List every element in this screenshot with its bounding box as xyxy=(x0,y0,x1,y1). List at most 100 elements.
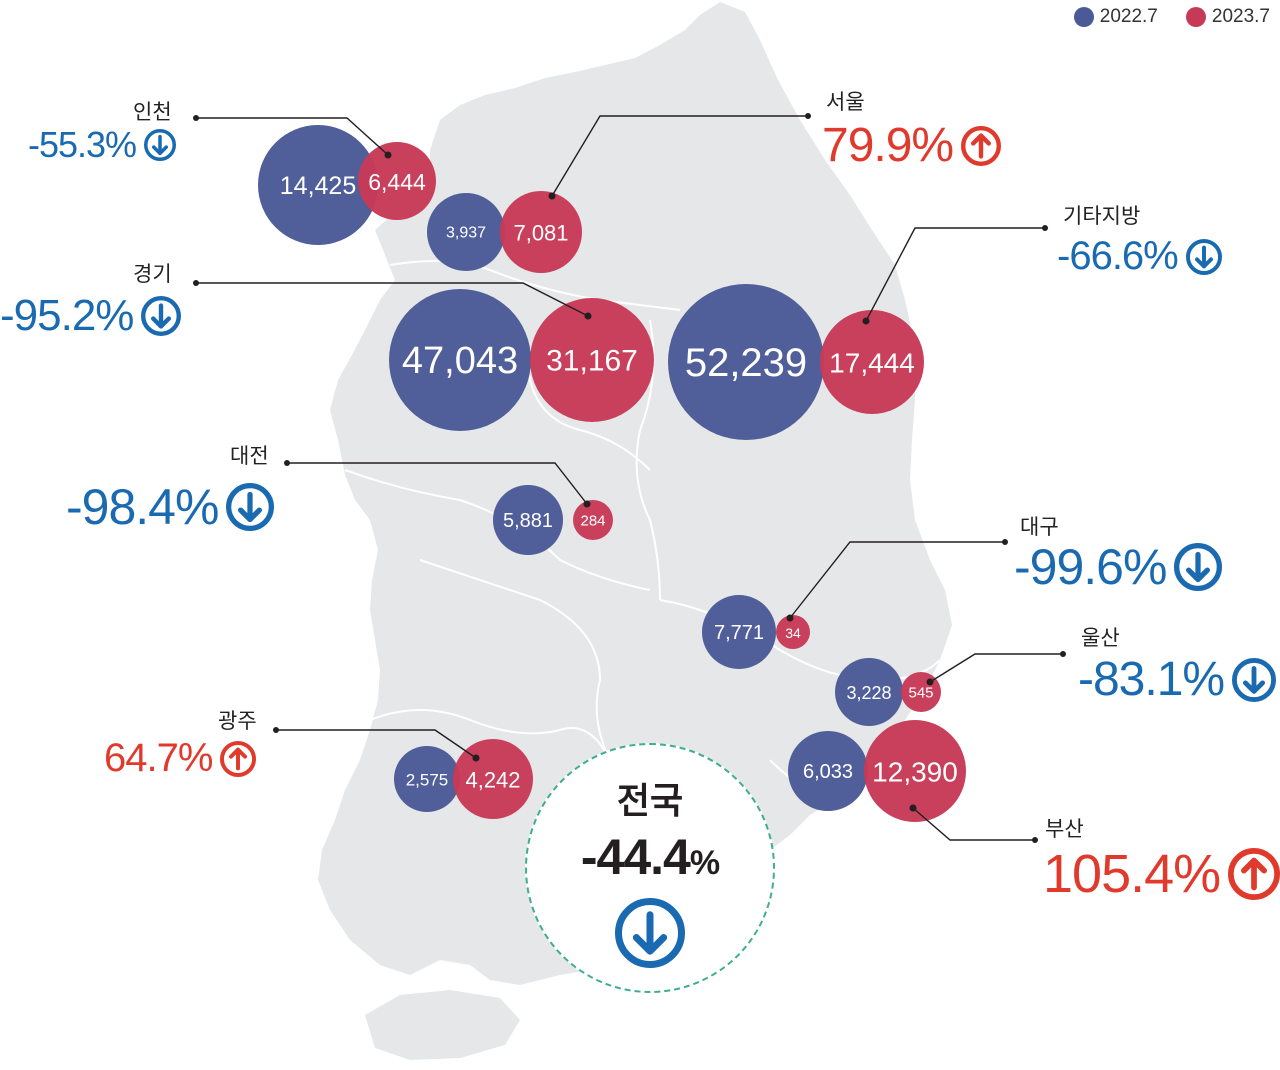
change-ulsan: -83.1% xyxy=(1078,652,1277,707)
change-value-seoul: 79.9% xyxy=(822,119,954,172)
bubble-label-other-v2023: 17,444 xyxy=(829,348,915,379)
arrow-up-icon xyxy=(1228,848,1280,900)
leader-line-daejeon xyxy=(287,462,588,505)
leader-dot-gyeonggi xyxy=(193,280,199,286)
arrow-down-icon xyxy=(1174,542,1223,592)
bubble-label-seoul-v2023: 7,081 xyxy=(513,221,568,246)
bubble-daegu-v2022 xyxy=(702,595,776,669)
leader-line-daegu xyxy=(789,541,1005,619)
leader-line-other xyxy=(865,227,1045,322)
bubble-ulsan-v2022 xyxy=(835,658,903,726)
change-busan: 105.4% xyxy=(1043,843,1280,905)
legend: 2022.7 2023.7 xyxy=(1073,6,1270,28)
bubble-label-ulsan-v2022: 3,228 xyxy=(846,683,891,703)
change-value-other: -66.6% xyxy=(1057,234,1179,278)
national-change-unit: % xyxy=(689,844,720,882)
bubble-label-daegu-v2023: 34 xyxy=(785,625,801,641)
bubble-label-gyeonggi-v2022: 47,043 xyxy=(402,340,518,382)
change-value-daegu: -99.6% xyxy=(1014,539,1167,595)
leader-dot-gyeonggi xyxy=(584,312,592,320)
leader-dot-busan xyxy=(909,804,917,812)
leader-dot-incheon xyxy=(193,115,199,121)
national-summary: 전국 -44.4% xyxy=(525,743,775,993)
legend-item-2023: 2023.7 xyxy=(1185,6,1270,28)
leader-dot-incheon xyxy=(384,151,392,159)
change-value-daejeon: -98.4% xyxy=(66,479,219,535)
leader-line-busan xyxy=(912,807,1035,841)
bubble-gyeonggi-v2022 xyxy=(389,289,531,431)
change-value-ulsan: -83.1% xyxy=(1078,653,1225,706)
leader-dot-ulsan xyxy=(1060,651,1066,657)
change-daegu: -99.6% xyxy=(1014,538,1223,596)
leader-dot-seoul xyxy=(805,113,811,119)
leader-dot-busan xyxy=(1032,837,1038,843)
bubble-seoul-v2022 xyxy=(427,193,505,271)
leader-line-ulsan xyxy=(929,653,1063,683)
bubble-daejeon-v2022 xyxy=(493,485,563,555)
bubble-seoul-v2023 xyxy=(500,191,582,273)
bubble-busan-v2023 xyxy=(864,720,966,822)
bubble-gwangju-v2022 xyxy=(394,746,460,812)
legend-label-2023: 2023.7 xyxy=(1211,6,1270,27)
bubble-label-incheon-v2022: 14,425 xyxy=(280,172,356,200)
leader-dot-daegu xyxy=(1002,539,1008,545)
legend-swatch-2023 xyxy=(1185,7,1206,27)
change-value-busan: 105.4% xyxy=(1043,844,1221,904)
bubble-label-daejeon-v2022: 5,881 xyxy=(503,510,553,532)
legend-swatch-2022 xyxy=(1073,7,1094,27)
leader-line-gyeonggi xyxy=(196,282,589,317)
bubble-label-ulsan-v2023: 545 xyxy=(908,685,933,702)
change-gwangju: 64.7% xyxy=(104,736,257,781)
leader-dot-ulsan xyxy=(926,678,934,686)
national-title: 전국 xyxy=(616,781,684,822)
leader-line-seoul xyxy=(551,115,808,197)
bubble-other-v2023 xyxy=(820,310,924,414)
change-daejeon: -98.4% xyxy=(66,478,275,536)
arrow-down-icon xyxy=(141,296,182,336)
legend-item-2022: 2022.7 xyxy=(1073,6,1158,28)
change-value-gyeonggi: -95.2% xyxy=(0,291,134,340)
leader-line-incheon xyxy=(196,117,389,156)
change-other: -66.6% xyxy=(1057,234,1222,279)
region-name-gyeonggi: 경기 xyxy=(133,262,172,286)
leader-dot-gwangju xyxy=(273,727,279,733)
leader-dot-daejeon xyxy=(284,460,290,466)
legend-label-2022: 2022.7 xyxy=(1099,6,1158,27)
arrow-down-icon xyxy=(1185,238,1222,275)
bubble-label-gwangju-v2023: 4,242 xyxy=(465,768,520,793)
change-value-gwangju: 64.7% xyxy=(104,736,213,780)
bubble-label-busan-v2022: 6,033 xyxy=(803,761,853,783)
region-name-daegu: 대구 xyxy=(1020,515,1059,539)
leader-dot-other xyxy=(1042,225,1048,231)
bubble-busan-v2022 xyxy=(788,731,868,811)
leader-dot-daegu xyxy=(786,614,794,622)
bubble-layer: 14,425 6,444 3,937 7,081 47,043 31,167 52,239 1… xyxy=(258,125,966,822)
change-seoul: 79.9% xyxy=(822,118,1002,173)
leader-lines xyxy=(193,113,1066,843)
arrow-up-icon xyxy=(961,125,1002,166)
bubble-daejeon-v2023 xyxy=(573,500,613,540)
bubble-label-gyeonggi-v2023: 31,167 xyxy=(546,345,638,378)
bubble-label-gwangju-v2022: 2,575 xyxy=(406,771,449,790)
region-name-busan: 부산 xyxy=(1045,817,1084,841)
bubble-label-other-v2022: 52,239 xyxy=(685,341,807,385)
change-value-incheon: -55.3% xyxy=(28,124,137,165)
change-gyeonggi: -95.2% xyxy=(0,291,182,341)
region-name-daejeon: 대전 xyxy=(230,444,269,468)
bubble-other-v2022 xyxy=(668,284,824,440)
region-name-ulsan: 울산 xyxy=(1081,626,1120,650)
national-change-value: -44.4 xyxy=(580,829,691,885)
bubble-incheon-v2023 xyxy=(358,142,436,220)
leader-dot-other xyxy=(862,317,870,325)
region-name-other: 기타지방 xyxy=(1063,204,1141,228)
change-incheon: -55.3% xyxy=(28,124,177,166)
region-name-gwangju: 광주 xyxy=(218,709,257,733)
arrow-up-icon xyxy=(220,740,257,777)
region-name-incheon: 인천 xyxy=(133,100,172,124)
region-name-seoul: 서울 xyxy=(826,90,865,114)
leader-dot-daejeon xyxy=(583,500,591,508)
arrow-down-icon xyxy=(144,129,177,161)
arrow-down-icon xyxy=(615,898,685,972)
